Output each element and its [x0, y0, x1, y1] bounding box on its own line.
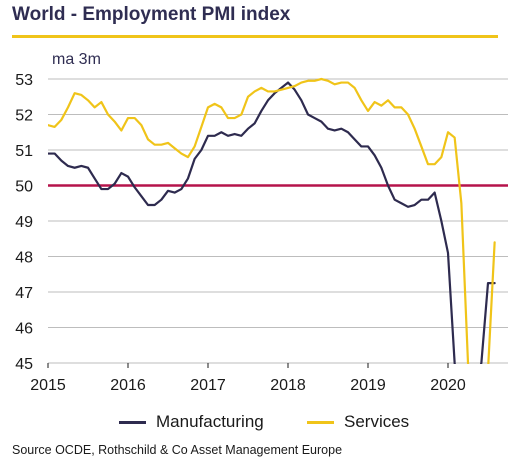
y-tick-label: 53 — [15, 72, 33, 89]
title-underline — [12, 35, 498, 38]
source-note: Source OCDE, Rothschild & Co Asset Manag… — [12, 443, 343, 457]
legend-swatch-services — [307, 420, 334, 424]
y-tick-label: 51 — [15, 143, 33, 160]
y-tick-label: 48 — [15, 250, 33, 267]
unit-label: ma 3m — [52, 51, 101, 68]
legend-item-manufacturing: Manufacturing — [119, 412, 264, 432]
series-lines — [48, 77, 496, 364]
x-tick-label: 2017 — [190, 377, 226, 394]
legend-label-manufacturing: Manufacturing — [156, 412, 264, 431]
series-line-manufacturing — [48, 81, 496, 364]
grid-lines — [48, 78, 508, 364]
x-axis-ticks: 2015 2016 2017 2018 2019 2020 — [30, 363, 466, 394]
y-tick-label: 50 — [15, 179, 33, 196]
y-axis-ticks: 45 46 47 48 49 50 51 52 53 — [15, 72, 33, 373]
y-tick-label: 46 — [15, 321, 33, 338]
y-tick-label: 49 — [15, 214, 33, 231]
series-line-services — [48, 77, 496, 364]
legend-item-services: Services — [307, 412, 409, 432]
y-tick-label: 47 — [15, 285, 33, 302]
legend-swatch-manufacturing — [119, 420, 146, 424]
y-tick-label: 45 — [15, 356, 33, 373]
x-tick-label: 2020 — [430, 377, 466, 394]
legend-label-services: Services — [344, 412, 410, 431]
chart-title: World - Employment PMI index — [12, 4, 291, 25]
legend: Manufacturing Services — [0, 412, 522, 434]
x-tick-label: 2016 — [110, 377, 146, 394]
y-tick-label: 52 — [15, 108, 33, 125]
x-tick-label: 2018 — [270, 377, 306, 394]
x-tick-label: 2019 — [350, 377, 386, 394]
x-tick-label: 2015 — [30, 377, 66, 394]
